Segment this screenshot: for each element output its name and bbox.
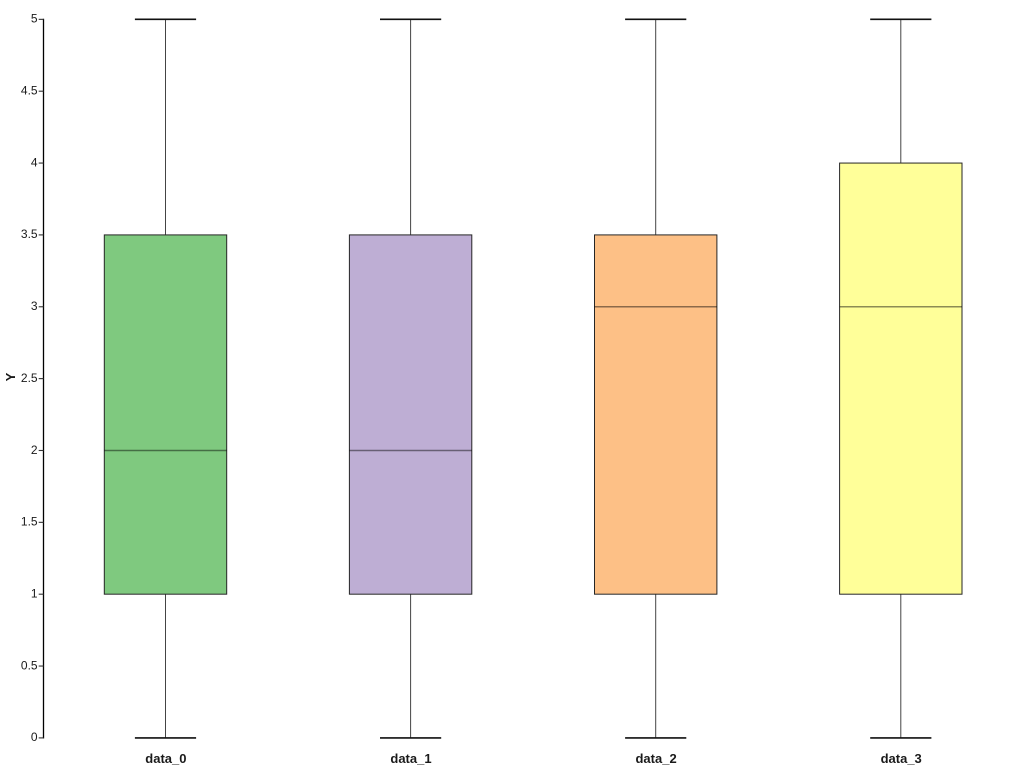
svg-text:2: 2 <box>31 443 38 457</box>
svg-text:4: 4 <box>31 155 38 169</box>
svg-text:1.5: 1.5 <box>21 515 38 529</box>
svg-text:0.5: 0.5 <box>21 658 38 672</box>
svg-text:1: 1 <box>31 586 38 600</box>
svg-text:data_0: data_0 <box>145 751 186 766</box>
svg-text:Y: Y <box>3 372 18 381</box>
svg-text:3.5: 3.5 <box>21 227 38 241</box>
svg-text:data_1: data_1 <box>390 751 431 766</box>
svg-text:3: 3 <box>31 299 38 313</box>
svg-text:5: 5 <box>31 12 38 26</box>
svg-text:data_3: data_3 <box>881 751 922 766</box>
svg-text:2.5: 2.5 <box>21 371 38 385</box>
svg-text:data_2: data_2 <box>635 751 676 766</box>
svg-text:0: 0 <box>31 730 38 744</box>
svg-text:4.5: 4.5 <box>21 84 38 98</box>
